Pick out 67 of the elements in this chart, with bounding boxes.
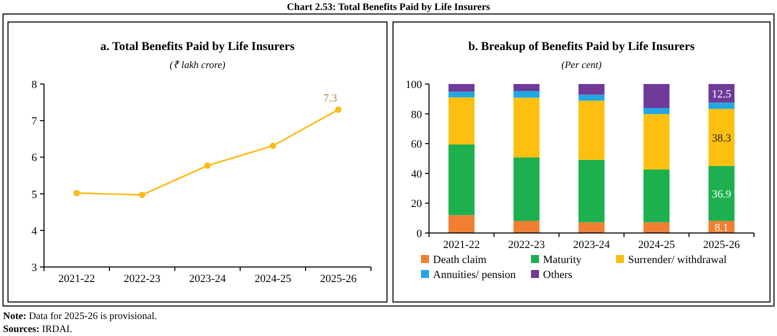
- bar: [514, 98, 540, 158]
- bar: [708, 108, 734, 166]
- legend-label: Annuities/ pension: [433, 269, 516, 281]
- y-tick-label: 5: [32, 188, 38, 201]
- bar: [644, 84, 670, 108]
- bar: [578, 222, 604, 233]
- y-tick-label: 0: [416, 228, 422, 240]
- bar: [644, 114, 670, 170]
- y-tick-label: 20: [411, 198, 422, 210]
- x-tick-label: 2022-23: [124, 273, 161, 285]
- x-tick-label: 2024-25: [638, 239, 676, 251]
- bar: [448, 92, 474, 98]
- bar: [448, 84, 474, 92]
- x-tick-label: 2021-22: [443, 239, 480, 251]
- bar: [644, 108, 670, 114]
- bar: [578, 100, 604, 160]
- bar: [578, 94, 604, 101]
- x-tick-label: 2021-22: [58, 273, 96, 285]
- y-tick-label: 80: [411, 108, 422, 121]
- bar: [708, 166, 734, 221]
- bar: [578, 84, 604, 95]
- point: [138, 192, 146, 198]
- bar: [514, 91, 540, 98]
- y-tick-label: 40: [411, 168, 422, 180]
- legend-label: Others: [543, 269, 572, 281]
- x-tick-label: 2024-25: [254, 273, 292, 285]
- x-tick-label: 2025-26: [703, 239, 740, 251]
- caption: Chart 2.53: Total Benefits Paid by Life Insurers: [286, 2, 490, 13]
- legend-label: Surrender/ withdrawal: [628, 254, 727, 266]
- x-tick-label: 2023-24: [573, 239, 610, 251]
- point: [204, 162, 211, 169]
- y-tick-label: 60: [411, 138, 422, 151]
- y-tick-label: 100: [406, 79, 422, 91]
- bar: [448, 215, 474, 233]
- data-label: 8.1: [714, 222, 728, 234]
- y-tick-label: 7: [32, 116, 38, 128]
- bar: [448, 97, 474, 144]
- text: Note: Data for 2025-26 is provisional.: [3, 311, 157, 322]
- legend-label: Death claim: [433, 254, 487, 266]
- bar: [514, 84, 540, 92]
- point: [270, 142, 276, 150]
- bar: [514, 220, 540, 233]
- data-label: 38.3: [712, 132, 732, 144]
- data-label: 12.5: [712, 88, 732, 100]
- bar: [644, 170, 670, 222]
- source-note: Sources: IRDAI.: [3, 324, 72, 335]
- y-tick-label: 6: [32, 152, 38, 164]
- point: [335, 106, 342, 113]
- bar: [644, 222, 670, 233]
- chart-subtitle: (₹ lakh crore): [170, 60, 226, 71]
- data-label: 7.3: [323, 92, 338, 105]
- x-tick-label: 2023-24: [189, 273, 226, 285]
- point: [74, 190, 80, 196]
- y-tick-label: 4: [32, 225, 38, 238]
- x-tick-label: 2022-23: [508, 239, 546, 251]
- x-tick-label: 2025-26: [320, 273, 358, 285]
- bar: [708, 102, 734, 109]
- chart-title: b. Breakup of Benefits Paid by Life Insurers: [468, 39, 695, 53]
- chart-subtitle: (Per cent): [561, 60, 602, 71]
- legend-label: Maturity: [543, 254, 582, 266]
- chart-title: a. Total Benefits Paid by Life Insurers: [100, 39, 295, 53]
- y-tick-label: 3: [32, 262, 38, 274]
- data-label: 36.9: [712, 188, 732, 200]
- y-tick-label: 8: [32, 79, 38, 91]
- bar: [578, 160, 604, 222]
- bar: [448, 144, 474, 216]
- bar: [514, 157, 540, 221]
